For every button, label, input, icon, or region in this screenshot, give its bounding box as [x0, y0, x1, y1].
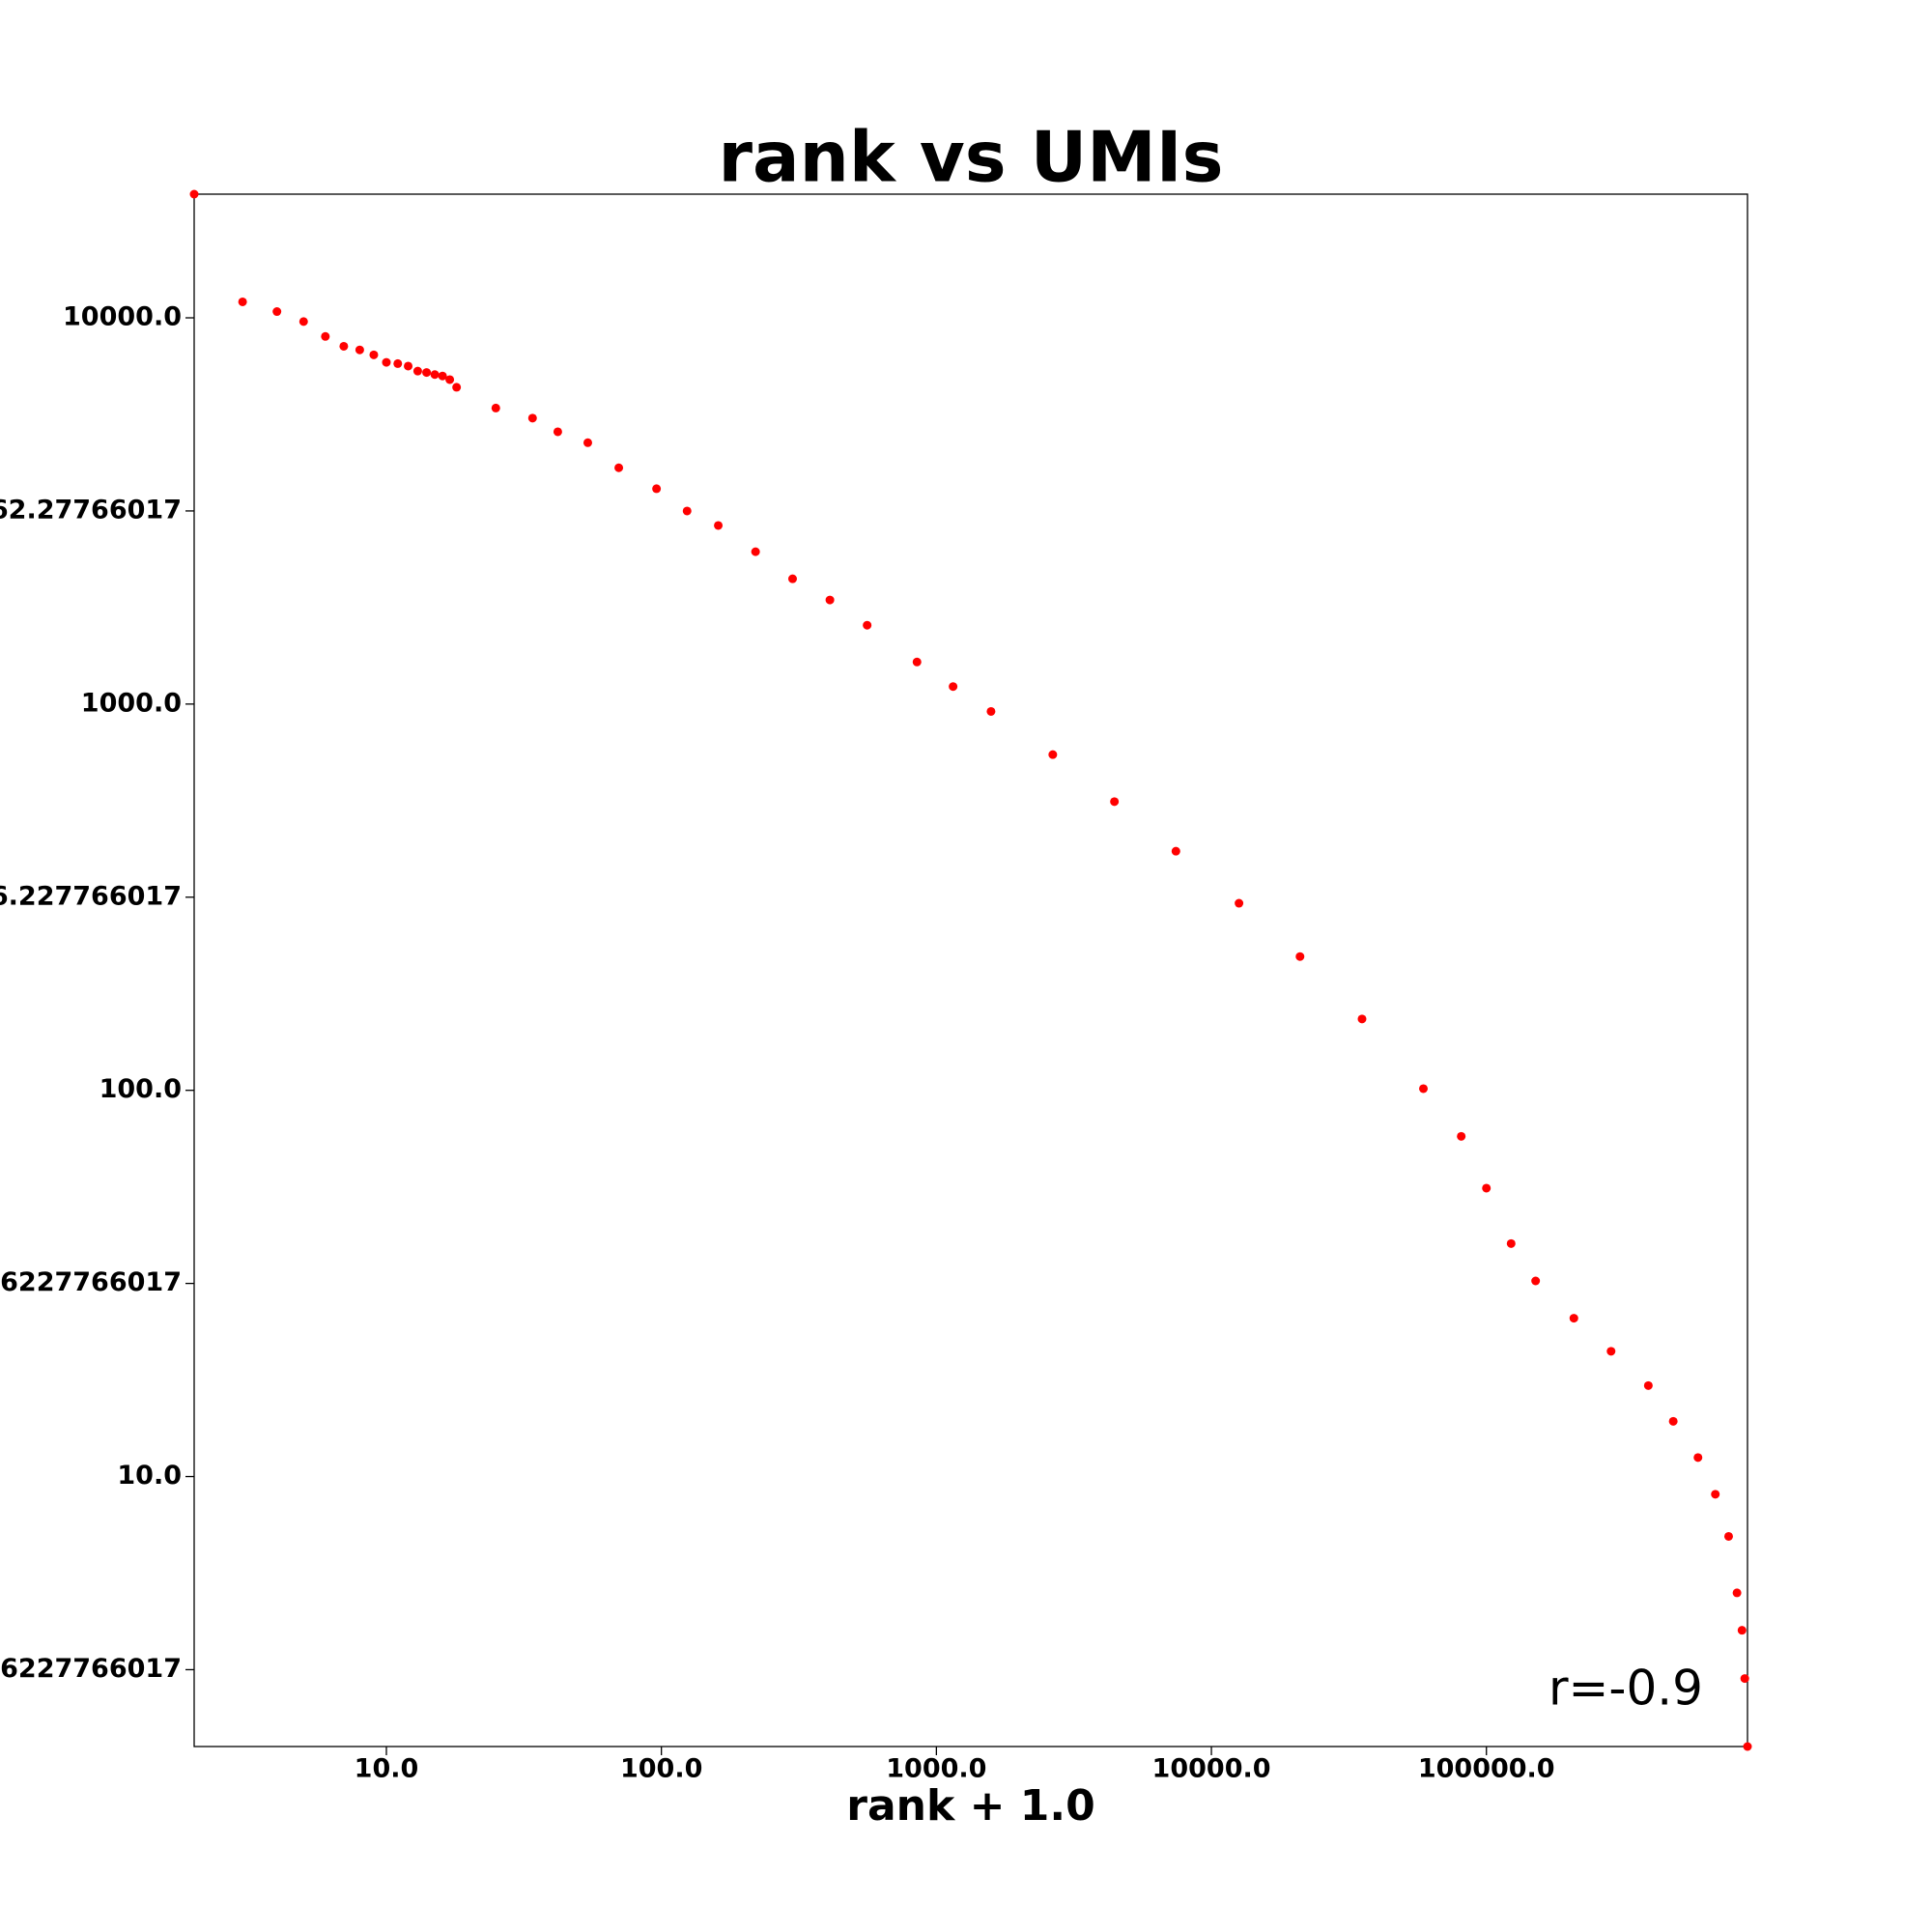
y-tick-label: 1000.0 — [81, 688, 182, 718]
data-point — [863, 620, 872, 630]
data-point — [422, 368, 432, 378]
chart-title: rank vs UMIs — [719, 117, 1224, 198]
data-point — [682, 506, 692, 516]
data-point — [491, 403, 500, 412]
data-point — [527, 413, 537, 423]
data-point — [1569, 1314, 1578, 1323]
data-point — [1737, 1626, 1747, 1635]
y-tick-label: 3162.27766017 — [0, 495, 182, 525]
data-point — [1643, 1380, 1653, 1390]
y-tick-label: 316.227766017 — [0, 881, 182, 911]
annotation: r=-0.9 — [1548, 1661, 1703, 1717]
data-point — [445, 375, 455, 384]
data-point — [298, 317, 308, 327]
data-point — [553, 427, 562, 437]
data-point — [949, 682, 958, 692]
data-point — [272, 307, 282, 317]
x-axis-label: rank + 1.0 — [846, 1781, 1094, 1831]
data-point — [1457, 1131, 1466, 1141]
data-point — [452, 383, 462, 392]
x-tick-label: 100.0 — [620, 1754, 702, 1784]
data-point — [1693, 1453, 1703, 1463]
data-point — [321, 331, 330, 341]
data-point — [238, 297, 247, 306]
x-tick-label: 1000.0 — [886, 1754, 986, 1784]
data-point — [1295, 952, 1305, 961]
data-point — [614, 463, 624, 472]
data-point — [652, 484, 662, 494]
data-point — [1740, 1674, 1749, 1684]
data-point — [404, 361, 413, 371]
data-point — [1668, 1416, 1678, 1426]
data-point — [1506, 1238, 1516, 1248]
data-point — [1418, 1084, 1428, 1094]
data-point — [382, 357, 391, 367]
data-point — [1531, 1276, 1541, 1286]
data-point — [787, 574, 797, 583]
y-tick-label: 31.6227766017 — [0, 1267, 182, 1297]
x-tick-label: 10.0 — [355, 1754, 419, 1784]
data-point — [1711, 1490, 1720, 1499]
data-point — [986, 706, 996, 716]
data-point — [1171, 846, 1180, 856]
data-point — [339, 341, 349, 351]
data-point — [751, 547, 760, 556]
data-point — [1606, 1347, 1616, 1356]
x-tick-label: 10000.0 — [1152, 1754, 1271, 1784]
data-point — [714, 521, 724, 530]
x-tick-label: 100000.0 — [1418, 1754, 1555, 1784]
data-point — [430, 370, 440, 380]
y-tick-label: 10000.0 — [63, 302, 182, 332]
data-point — [1235, 898, 1244, 908]
data-point — [1110, 797, 1120, 807]
data-point — [1482, 1183, 1492, 1193]
data-point — [1357, 1014, 1367, 1024]
data-point — [1743, 1742, 1752, 1751]
data-point — [438, 371, 447, 381]
data-point — [912, 657, 922, 667]
data-point — [189, 189, 199, 199]
data-point — [582, 438, 592, 447]
plot-frame — [193, 193, 1748, 1747]
data-point — [412, 366, 422, 376]
data-point — [1723, 1531, 1733, 1541]
data-point — [369, 350, 379, 359]
data-point — [1732, 1588, 1742, 1598]
data-point — [1048, 750, 1058, 759]
data-point — [393, 358, 403, 368]
y-tick-label: 100.0 — [99, 1074, 182, 1104]
y-tick-label: 3.16227766017 — [0, 1654, 182, 1684]
data-point — [825, 595, 835, 605]
data-point — [355, 345, 364, 355]
y-tick-label: 10.0 — [117, 1461, 182, 1491]
